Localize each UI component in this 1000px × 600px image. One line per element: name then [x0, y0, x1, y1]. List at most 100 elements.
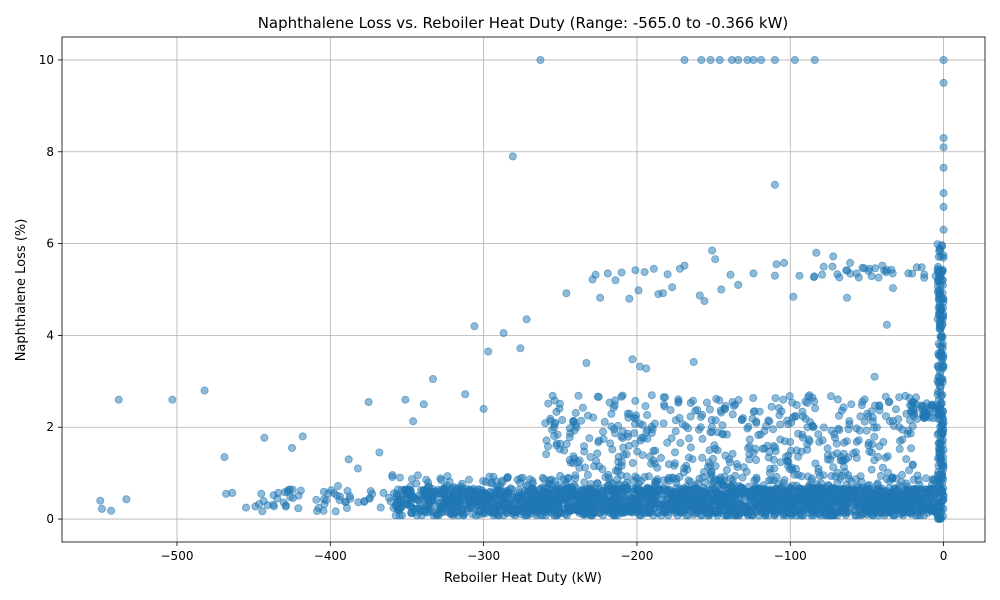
data-point: [663, 270, 672, 279]
data-point: [643, 485, 652, 494]
data-point: [263, 501, 272, 510]
data-point: [819, 262, 828, 271]
data-point: [734, 280, 743, 289]
data-point: [454, 507, 463, 516]
data-point: [479, 404, 488, 413]
data-point: [868, 440, 877, 449]
data-point: [674, 397, 683, 406]
data-point: [447, 495, 456, 504]
data-point: [376, 503, 385, 512]
data-point: [888, 502, 897, 511]
data-point: [463, 504, 472, 513]
data-point: [484, 347, 493, 356]
data-point: [353, 464, 362, 473]
data-point: [220, 453, 229, 462]
data-point: [705, 405, 714, 414]
data-point: [788, 504, 797, 513]
data-point: [828, 451, 837, 460]
data-point: [767, 402, 776, 411]
data-point: [939, 418, 948, 427]
data-point: [491, 477, 500, 486]
data-point: [582, 358, 591, 367]
data-point: [797, 503, 806, 512]
data-point: [617, 432, 626, 441]
data-point: [388, 472, 397, 481]
data-point: [542, 504, 551, 513]
data-point: [628, 458, 637, 467]
data-point: [502, 500, 511, 509]
data-point: [421, 507, 430, 516]
data-point: [852, 269, 861, 278]
data-point: [671, 416, 680, 425]
data-point: [780, 510, 789, 519]
data-point: [258, 507, 267, 516]
data-point: [807, 496, 816, 505]
data-point: [384, 493, 393, 502]
data-point: [693, 405, 702, 414]
data-point: [630, 429, 639, 438]
data-point: [122, 495, 131, 504]
data-point: [494, 511, 503, 520]
data-point: [617, 392, 626, 401]
data-point: [748, 503, 757, 512]
data-point: [96, 496, 105, 505]
data-point: [855, 426, 864, 435]
data-point: [692, 488, 701, 497]
data-point: [566, 458, 575, 467]
data-point: [657, 453, 666, 462]
data-point: [698, 434, 707, 443]
data-point: [585, 503, 594, 512]
data-point: [711, 475, 720, 484]
data-point: [512, 508, 521, 517]
data-point: [906, 503, 915, 512]
data-point: [97, 504, 106, 513]
data-point: [749, 393, 758, 402]
data-point: [598, 511, 607, 520]
data-point: [285, 485, 294, 494]
data-point: [895, 444, 904, 453]
data-point: [863, 409, 872, 418]
data-point: [607, 422, 616, 431]
data-point: [939, 56, 948, 65]
data-point: [806, 483, 815, 492]
data-point: [422, 475, 431, 484]
data-point: [789, 292, 798, 301]
data-point: [913, 485, 922, 494]
data-point: [555, 399, 564, 408]
data-point: [560, 446, 569, 455]
data-point: [784, 492, 793, 501]
data-point: [669, 499, 678, 508]
data-point: [622, 478, 631, 487]
data-point: [938, 391, 947, 400]
data-point: [750, 407, 759, 416]
data-point: [905, 416, 914, 425]
data-point: [889, 416, 898, 425]
data-point: [717, 285, 726, 294]
data-point: [711, 255, 720, 264]
data-point: [722, 511, 731, 520]
data-point: [870, 372, 879, 381]
data-point: [711, 462, 720, 471]
data-point: [593, 479, 602, 488]
plot-frame: [61, 36, 986, 543]
data-point: [545, 480, 554, 489]
data-point: [842, 500, 851, 509]
data-point: [908, 460, 917, 469]
data-point: [312, 495, 321, 504]
data-point: [757, 56, 766, 65]
data-point: [856, 490, 865, 499]
data-point: [754, 430, 763, 439]
data-point: [738, 473, 747, 482]
data-point: [512, 492, 521, 501]
data-point: [864, 267, 873, 276]
data-point: [721, 501, 730, 510]
data-point: [939, 225, 948, 234]
data-point: [858, 263, 867, 272]
data-point: [749, 269, 758, 278]
data-point: [607, 409, 616, 418]
data-point: [807, 477, 816, 486]
data-point: [860, 395, 869, 404]
data-point: [676, 438, 685, 447]
data-point: [413, 471, 422, 480]
y-axis-label: Naphthalene Loss (%): [14, 219, 29, 362]
